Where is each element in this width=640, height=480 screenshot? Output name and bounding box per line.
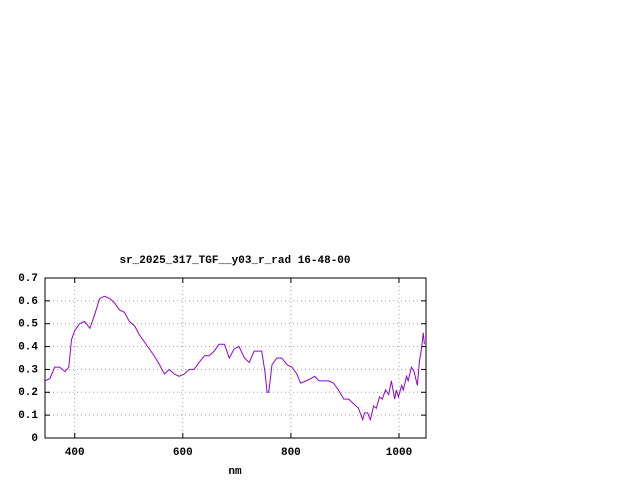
- x-tick-label: 800: [281, 447, 301, 459]
- x-axis-label: nm: [228, 466, 242, 478]
- y-tick-label: 0.1: [18, 410, 38, 422]
- y-tick-label: 0.6: [18, 296, 38, 308]
- data-line: [44, 295, 425, 422]
- x-tick-label: 400: [65, 447, 85, 459]
- y-tick-label: 0.5: [18, 319, 38, 331]
- x-tick-label: 600: [173, 447, 193, 459]
- plot-frame: [44, 277, 427, 439]
- y-tick-label: 0.2: [18, 387, 38, 399]
- chart-title: sr_2025_317_TGF__y03_r_rad 16-48-00: [119, 255, 350, 267]
- y-tick-label: 0: [31, 433, 38, 445]
- x-tick-label: 1000: [386, 447, 412, 459]
- y-tick-label: 0.3: [18, 364, 38, 376]
- y-tick-label: 0.7: [18, 273, 38, 285]
- y-tick-label: 0.4: [18, 341, 38, 353]
